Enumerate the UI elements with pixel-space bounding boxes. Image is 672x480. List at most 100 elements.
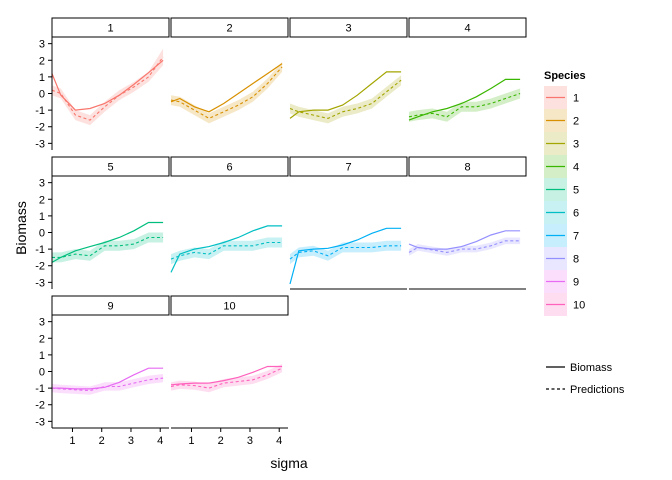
facet-strip-label: 2 [226,23,232,35]
biomass-line [170,225,283,273]
predictions-line [289,79,402,119]
legend-label: 4 [573,162,579,174]
y-tick-label: 0 [39,367,45,379]
legend-label: 1 [573,93,579,105]
x-tick-label: 2 [218,435,224,447]
y-tick-label: -2 [35,261,45,273]
facet-strip [289,17,408,38]
legend-item-10: 10 [544,293,585,316]
prediction-band [52,232,164,263]
x-tick-label: 4 [157,435,163,447]
legend: Species 1 2 3 4 5 6 7 8 9 10 Biomass Predictions [544,70,625,396]
y-tick-label: -1 [35,244,45,256]
x-tick-label: 3 [247,435,253,447]
y-tick-label: -3 [35,277,45,289]
y-tick-label: 2 [39,194,45,206]
y-tick-label: -3 [35,138,45,150]
predictions-line [170,367,283,389]
prediction-band [409,88,521,122]
legend-label: 5 [573,185,579,197]
legend-linetype-label: Predictions [570,384,625,396]
x-tick-label: 3 [128,435,134,447]
legend-item-4: 4 [544,155,579,178]
facet-panel-2: 2 [170,17,289,124]
predictions-line [408,240,521,253]
x-axis-title: sigma [270,455,308,471]
legend-linetype-label: Biomass [570,362,613,374]
facet-strip [51,17,170,38]
x-tick-label: 1 [69,435,75,447]
facet-strip [51,156,170,177]
predictions-line [170,241,283,260]
legend-title: Species [544,70,586,82]
y-tick-label: 2 [39,333,45,345]
predictions-line [51,377,164,392]
legend-label: 7 [573,231,579,243]
y-tick-label: 1 [39,72,45,84]
legend-label: 10 [573,300,585,312]
biomass-line [289,71,402,119]
facet-strip-label: 6 [226,162,232,174]
predictions-line [289,245,402,260]
biomass-line [408,78,521,121]
legend-label: 3 [573,139,579,151]
prediction-band [409,237,521,256]
y-tick-label: 2 [39,55,45,67]
facet-strip-label: 5 [107,162,113,174]
y-tick-label: -2 [35,400,45,412]
facet-strip [408,17,527,38]
y-tick-label: 0 [39,228,45,240]
facet-panel-4: 4 [408,17,527,122]
facet-panel-10: 10 1 2 3 4 [170,295,289,447]
facet-strip [408,156,527,177]
legend-item-3: 3 [544,132,579,155]
y-tick-label: 3 [39,317,45,329]
prediction-band [52,48,164,126]
facet-strip-label: 1 [107,23,113,35]
legend-item-9: 9 [544,270,579,293]
y-tick-label: 1 [39,211,45,223]
y-axis-title: Biomass [13,201,29,255]
prediction-band [52,374,164,395]
legend-item-2: 2 [544,109,579,132]
x-tick-label: 1 [188,435,194,447]
legend-linetype-predictions: Predictions [546,384,625,396]
x-tick-label: 4 [276,435,282,447]
x-tick-label: 2 [99,435,105,447]
biomass-line [52,367,164,390]
y-tick-label: -1 [35,383,45,395]
legend-item-6: 6 [544,201,579,224]
prediction-band [290,240,402,265]
legend-label: 2 [573,116,579,128]
facet-panel-9: 9 -3 -2 -1 0 1 2 3 1 2 3 4 [35,295,170,447]
prediction-band [290,75,402,124]
y-tick-label: -3 [35,416,45,428]
predictions-line [51,56,164,121]
biomass-line [289,227,402,285]
y-tick-label: 3 [39,178,45,190]
predictions-line [52,236,164,258]
y-tick-label: 3 [39,39,45,51]
facet-panel-1: 1 -3 -2 -1 0 1 2 3 [35,17,170,150]
facet-strip [51,295,170,316]
facet-strip [289,156,408,177]
prediction-band [171,237,283,265]
facet-panel-7: 7 [289,156,408,290]
facet-panel-3: 3 [289,17,408,124]
y-tick-label: 0 [39,89,45,101]
facet-strip-label: 8 [464,162,470,174]
legend-item-5: 5 [544,178,579,201]
biomass-line [170,365,283,386]
legend-item-8: 8 [544,247,579,270]
facet-panel-8: 8 [408,156,527,290]
biomass-line [170,63,283,113]
facet-strip [170,295,289,316]
biomass-line [51,59,164,111]
facet-panel-6: 6 [170,156,289,273]
y-tick-label: -1 [35,105,45,117]
facet-strip-label: 7 [345,162,351,174]
legend-label: 8 [573,254,579,266]
prediction-band [171,364,283,393]
y-tick-label: -2 [35,122,45,134]
